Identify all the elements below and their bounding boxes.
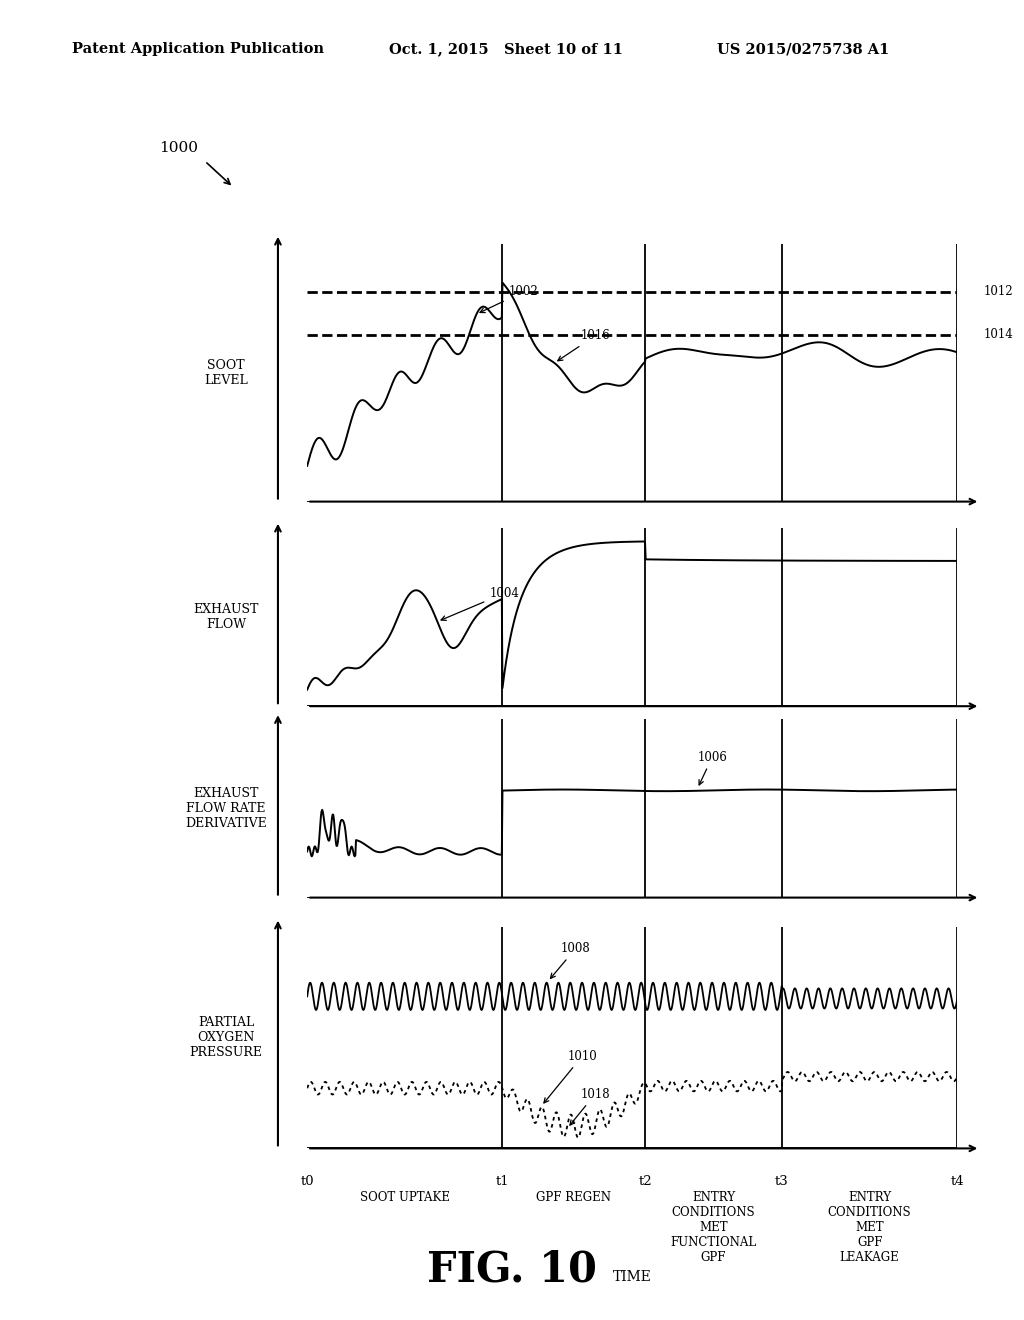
Text: 1000: 1000 xyxy=(159,141,198,154)
Text: t0: t0 xyxy=(300,1175,314,1188)
Text: 1008: 1008 xyxy=(551,942,591,978)
Text: SOOT UPTAKE: SOOT UPTAKE xyxy=(359,1191,450,1204)
Text: t3: t3 xyxy=(775,1175,788,1188)
Text: GPF REGEN: GPF REGEN xyxy=(537,1191,611,1204)
Text: Patent Application Publication: Patent Application Publication xyxy=(72,42,324,57)
Text: 1014: 1014 xyxy=(983,329,1013,342)
Text: ENTRY
CONDITIONS
MET
GPF
LEAKAGE: ENTRY CONDITIONS MET GPF LEAKAGE xyxy=(827,1191,911,1263)
Text: 1018: 1018 xyxy=(570,1088,610,1125)
Text: PARTIAL
OXYGEN
PRESSURE: PARTIAL OXYGEN PRESSURE xyxy=(189,1016,262,1059)
Text: TIME: TIME xyxy=(613,1270,651,1284)
Text: t2: t2 xyxy=(639,1175,652,1188)
Text: ENTRY
CONDITIONS
MET
FUNCTIONAL
GPF: ENTRY CONDITIONS MET FUNCTIONAL GPF xyxy=(671,1191,757,1263)
Text: EXHAUST
FLOW RATE
DERIVATIVE: EXHAUST FLOW RATE DERIVATIVE xyxy=(185,787,267,830)
Text: EXHAUST
FLOW: EXHAUST FLOW xyxy=(194,603,259,631)
Text: 1010: 1010 xyxy=(544,1049,597,1104)
Text: US 2015/0275738 A1: US 2015/0275738 A1 xyxy=(717,42,889,57)
Text: t4: t4 xyxy=(950,1175,965,1188)
Text: 1006: 1006 xyxy=(697,751,727,785)
Text: FIG. 10: FIG. 10 xyxy=(427,1249,597,1291)
Text: Oct. 1, 2015   Sheet 10 of 11: Oct. 1, 2015 Sheet 10 of 11 xyxy=(389,42,624,57)
Text: 1012: 1012 xyxy=(983,285,1013,298)
Text: t1: t1 xyxy=(496,1175,509,1188)
Text: 1002: 1002 xyxy=(480,285,539,313)
Text: 1004: 1004 xyxy=(441,587,519,620)
Text: 1016: 1016 xyxy=(558,329,610,360)
Text: SOOT
LEVEL: SOOT LEVEL xyxy=(204,359,248,387)
